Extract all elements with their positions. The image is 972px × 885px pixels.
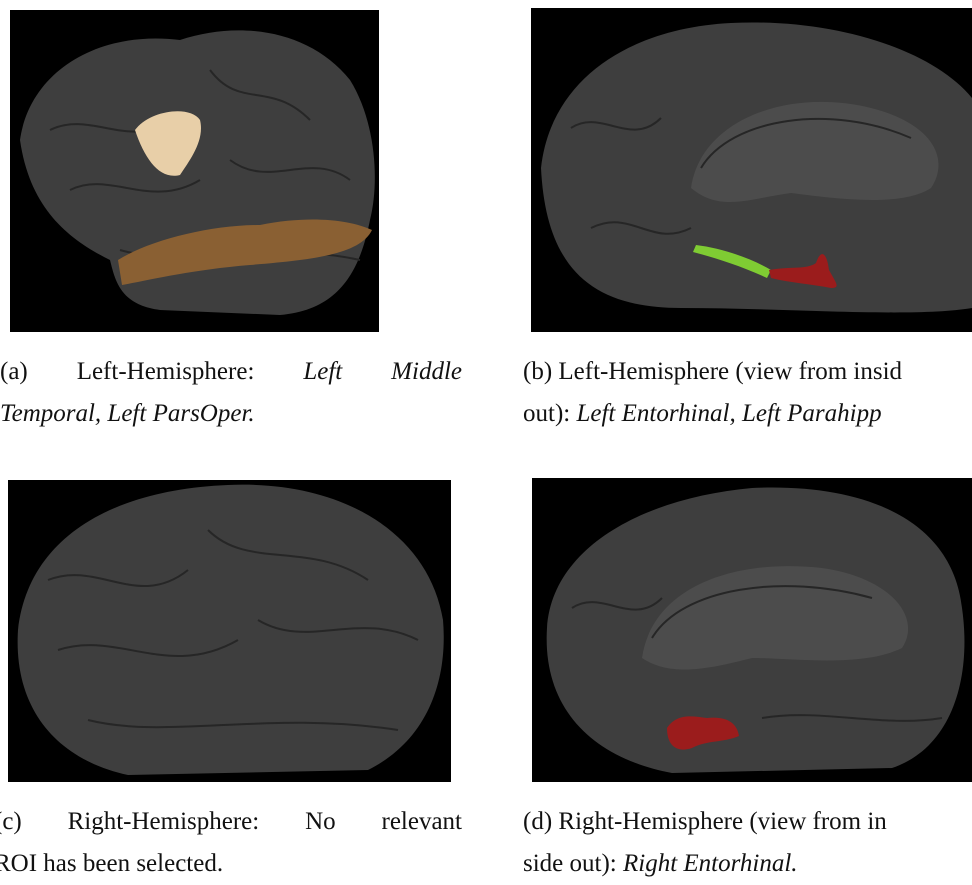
- caption-text: Left Middle: [303, 358, 462, 385]
- caption-text: out):: [523, 400, 570, 427]
- page: (a) Left-Hemisphere: Left Middle Temporal…: [0, 0, 972, 879]
- caption-text: Left Entorhinal, Left Parahipp: [576, 400, 881, 427]
- caption-text: ROI has been selected.: [0, 850, 223, 877]
- caption-a: (a) Left-Hemisphere: Left Middle Temporal…: [0, 351, 462, 435]
- caption-text: Right Entorhinal.: [623, 850, 798, 877]
- caption-text: side out):: [523, 850, 617, 877]
- caption-line: out): Left Entorhinal, Left Parahipp: [523, 393, 972, 435]
- brain-image-d: [532, 478, 972, 782]
- caption-line: Temporal, Left ParsOper.: [0, 393, 462, 435]
- caption-text: (b) Left-Hemisphere (view from insid: [523, 358, 902, 385]
- caption-line: (b) Left-Hemisphere (view from insid: [523, 351, 972, 393]
- brain-image-b: [531, 8, 972, 332]
- caption-text: (c) Right-Hemisphere: No relevant: [0, 808, 462, 835]
- brain-image-c: [8, 480, 451, 782]
- brain-image-a: [10, 10, 379, 332]
- caption-text: (a) Left-Hemisphere:: [0, 358, 254, 385]
- caption-b: (b) Left-Hemisphere (view from insid out)…: [523, 351, 972, 435]
- caption-line: (a) Left-Hemisphere: Left Middle: [0, 351, 462, 393]
- caption-line: (d) Right-Hemisphere (view from in: [523, 801, 972, 843]
- caption-c: (c) Right-Hemisphere: No relevant ROI has…: [0, 801, 462, 885]
- caption-line: (c) Right-Hemisphere: No relevant: [0, 801, 462, 843]
- caption-text: Temporal, Left ParsOper.: [0, 400, 255, 427]
- caption-text: (d) Right-Hemisphere (view from in: [523, 808, 887, 835]
- caption-d: (d) Right-Hemisphere (view from in side o…: [523, 801, 972, 885]
